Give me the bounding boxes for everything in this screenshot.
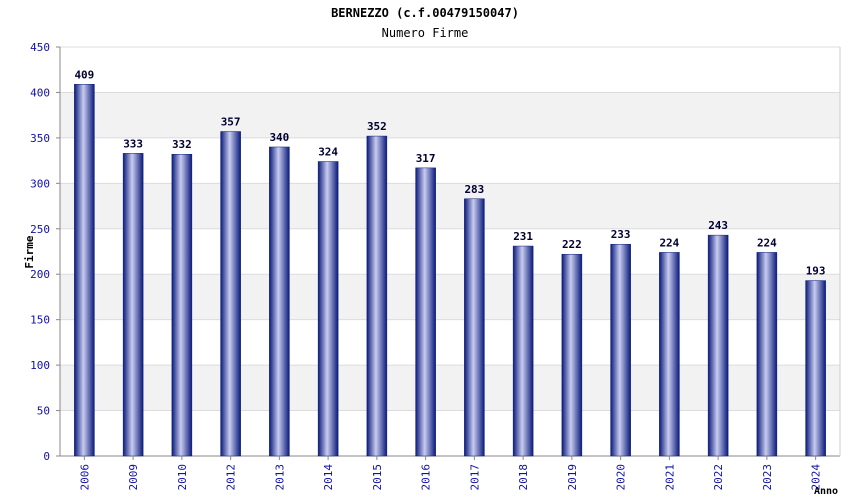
bar-value-label: 324 xyxy=(318,146,338,159)
x-tick-label: 2019 xyxy=(566,464,579,491)
bar xyxy=(269,146,290,457)
bar-value-label: 233 xyxy=(611,228,631,241)
bar-value-label: 243 xyxy=(708,219,728,232)
chart-subtitle: Numero Firme xyxy=(382,26,469,40)
bar xyxy=(415,167,436,457)
x-tick-label: 2016 xyxy=(420,464,433,491)
bar-value-label: 317 xyxy=(416,152,436,165)
y-tick-label: 300 xyxy=(30,177,50,190)
x-tick-label: 2023 xyxy=(761,464,774,491)
bar xyxy=(220,131,241,457)
bar-value-label: 231 xyxy=(513,230,533,243)
bar-value-label: 224 xyxy=(659,236,679,249)
bar xyxy=(171,153,193,457)
grid-band xyxy=(60,92,840,138)
x-tick-label: 2015 xyxy=(371,464,384,491)
bar xyxy=(561,253,583,457)
chart-title: BERNEZZO (c.f.00479150047) xyxy=(331,6,519,20)
x-tick-label: 2022 xyxy=(712,464,725,491)
x-axis-label: Anno xyxy=(814,486,838,497)
bar xyxy=(464,198,485,457)
bar xyxy=(366,135,388,457)
x-tick-label: 2006 xyxy=(78,464,91,491)
x-tick-label: 2024 xyxy=(810,464,823,491)
x-tick-label: 2009 xyxy=(127,464,140,491)
x-tick-label: 2017 xyxy=(468,464,481,491)
bar-value-label: 193 xyxy=(806,265,826,278)
y-tick-label: 450 xyxy=(30,41,50,54)
bar xyxy=(317,161,339,457)
y-tick-label: 200 xyxy=(30,268,50,281)
bar-value-label: 224 xyxy=(757,236,777,249)
bar xyxy=(122,153,144,457)
bar-value-label: 340 xyxy=(269,131,289,144)
x-tick-label: 2021 xyxy=(663,464,676,491)
bar-value-label: 332 xyxy=(172,138,192,151)
y-tick-label: 100 xyxy=(30,359,50,372)
x-tick-label: 2020 xyxy=(615,464,628,491)
bar xyxy=(512,245,534,457)
x-tick-label: 2013 xyxy=(273,464,286,491)
y-tick-label: 0 xyxy=(43,450,50,463)
bar-value-label: 283 xyxy=(464,183,484,196)
bar xyxy=(756,252,778,457)
y-axis-label: Firme xyxy=(23,235,36,268)
bar xyxy=(805,280,826,457)
x-tick-label: 2018 xyxy=(517,464,530,491)
bar xyxy=(659,252,680,457)
bar xyxy=(707,234,729,457)
y-tick-label: 350 xyxy=(30,132,50,145)
bar-value-label: 357 xyxy=(221,116,241,129)
y-tick-label: 250 xyxy=(30,223,50,236)
bar xyxy=(74,84,95,457)
bar-value-label: 333 xyxy=(123,137,143,150)
bar-value-label: 222 xyxy=(562,238,582,251)
x-tick-label: 2014 xyxy=(322,464,335,491)
bar-value-label: 352 xyxy=(367,120,387,133)
bar xyxy=(610,243,631,457)
y-tick-label: 150 xyxy=(30,314,50,327)
x-tick-label: 2012 xyxy=(225,464,238,491)
y-tick-label: 50 xyxy=(37,405,50,418)
bar-value-label: 409 xyxy=(74,68,94,81)
x-tick-label: 2010 xyxy=(176,464,189,491)
y-tick-label: 400 xyxy=(30,86,50,99)
